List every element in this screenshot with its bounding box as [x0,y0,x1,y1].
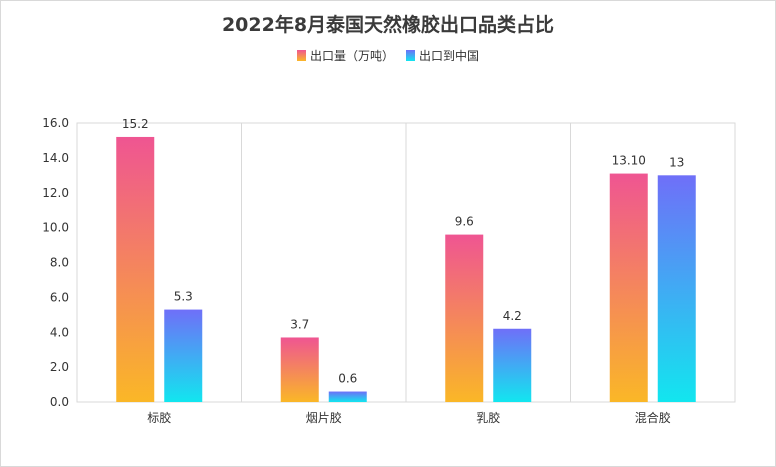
legend-item-export-to-china[interactable]: 出口到中国 [406,47,479,64]
legend-item-export-volume[interactable]: 出口量（万吨） [296,47,394,64]
chart-title: 2022年8月泰国天然橡胶出口品类占比 [221,14,555,36]
data-label: 0.6 [338,372,357,386]
x-tick-label: 混合胶 [635,410,671,425]
bar [493,328,532,402]
data-label: 13 [669,155,684,169]
bar [116,136,155,402]
data-label: 13.10 [612,154,646,168]
y-tick-label: 10.0 [42,221,69,235]
bar [164,309,203,402]
y-tick-label: 16.0 [42,116,69,130]
data-label: 4.2 [503,309,522,323]
legend-label-export-volume: 出口量（万吨） [309,49,394,63]
data-label: 9.6 [455,215,474,229]
y-tick-label: 14.0 [42,151,69,165]
y-tick-label: 4.0 [50,325,69,339]
x-tick-label: 乳胶 [476,410,500,425]
legend-swatch-export-volume [296,50,306,61]
legend-label-export-to-china: 出口到中国 [419,49,480,63]
y-tick-label: 2.0 [50,360,69,374]
bar [657,175,696,402]
legend-swatch-export-to-china [406,50,415,61]
y-tick-label: 8.0 [50,256,69,270]
bar [280,337,319,402]
bar [328,391,367,402]
bar [445,234,484,402]
x-tick-label: 标胶 [147,410,171,425]
chart-legend: 出口量（万吨） 出口到中国 [0,47,776,64]
y-tick-label: 12.0 [42,186,69,200]
data-label: 5.3 [174,290,193,304]
x-tick-label: 烟片胶 [306,410,342,425]
data-label: 3.7 [290,317,309,331]
y-tick-label: 6.0 [50,290,69,304]
bar [609,173,648,402]
data-label: 15.2 [122,117,149,131]
y-tick-label: 0.0 [50,395,69,409]
